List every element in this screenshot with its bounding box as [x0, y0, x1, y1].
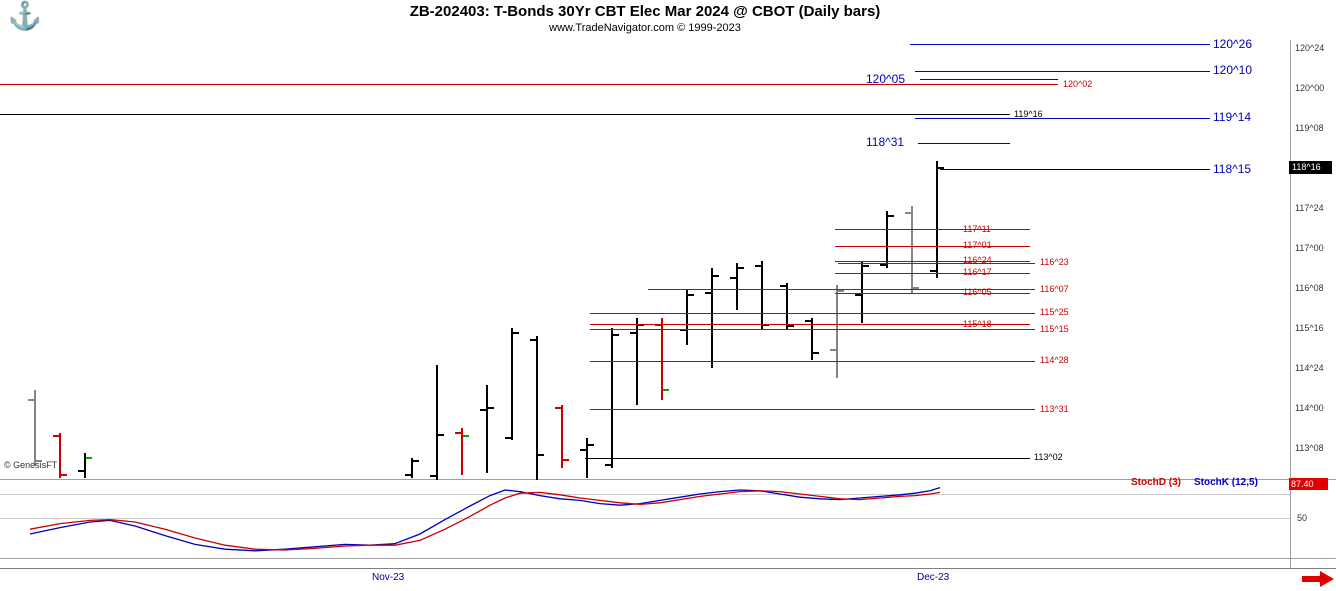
scroll-right-arrow-button[interactable] [1302, 571, 1334, 587]
stochk-legend-label: StochK (12,5) [1194, 477, 1258, 488]
x-axis-label-dec: Dec-23 [917, 572, 950, 583]
stoch-bottom-divider [0, 558, 1336, 559]
price-panel[interactable] [0, 40, 1290, 479]
anchor-logo-icon: ⚓ [8, 1, 42, 31]
genesis-watermark: © GenesisFT [4, 460, 58, 470]
stochastic-panel[interactable] [0, 479, 1290, 558]
price-stoch-divider [0, 479, 1336, 480]
axis-separator-line [1290, 40, 1291, 568]
stoch-last-value-badge: 87.40 [1289, 478, 1328, 490]
x-axis-label-nov: Nov-23 [372, 572, 405, 583]
date-axis-divider [0, 568, 1336, 569]
chart-title: ZB-202403: T-Bonds 30Yr CBT Elec Mar 202… [409, 3, 881, 20]
stochd-legend-label: StochD (3) [1131, 477, 1181, 488]
last-price-badge: 118^16 [1289, 161, 1332, 174]
chart-subtitle: www.TradeNavigator.com © 1999-2023 [549, 22, 741, 34]
stoch-50-level-label: 50 [1297, 513, 1308, 523]
